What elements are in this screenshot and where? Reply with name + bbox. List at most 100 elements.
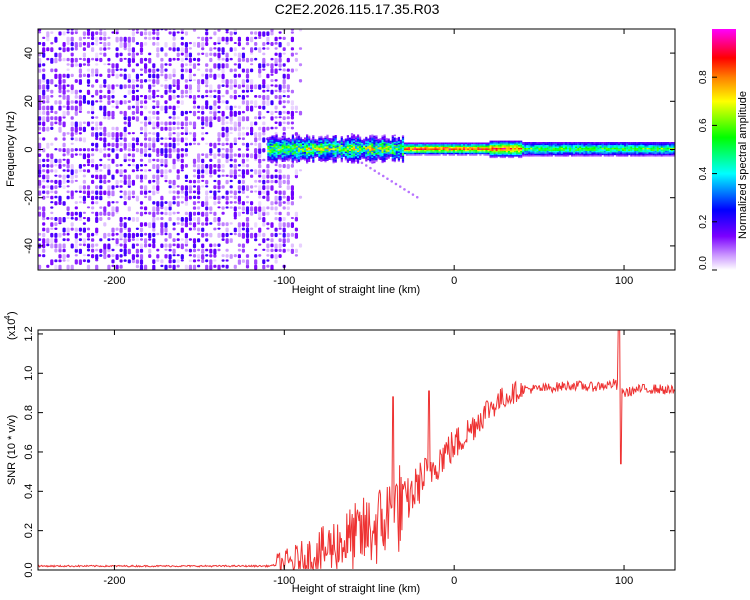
heatmap-cell bbox=[426, 142, 429, 145]
heatmap-cell bbox=[418, 149, 421, 152]
heatmap-cell bbox=[638, 146, 641, 148]
heatmap-cell bbox=[221, 116, 225, 122]
heatmap-cell bbox=[290, 217, 294, 220]
heatmap-cell bbox=[342, 143, 345, 146]
snr-frame bbox=[37, 329, 676, 571]
heatmap-cell bbox=[127, 73, 131, 79]
heatmap-cell bbox=[54, 164, 58, 167]
heatmap-cell bbox=[369, 159, 372, 162]
heatmap-cell bbox=[282, 36, 286, 40]
heatmap-cell bbox=[346, 156, 349, 159]
heatmap-cell bbox=[111, 232, 115, 237]
heatmap-cell bbox=[86, 217, 91, 222]
heatmap-cell bbox=[660, 152, 663, 154]
heatmap-cell bbox=[367, 148, 370, 151]
heatmap-cell bbox=[267, 153, 270, 155]
heatmap-cell bbox=[269, 143, 272, 146]
heatmap-cell bbox=[634, 149, 637, 151]
heatmap-cell bbox=[589, 153, 592, 156]
heatmap-cell bbox=[274, 248, 278, 252]
heatmap-cell bbox=[111, 116, 115, 120]
heatmap-cell bbox=[369, 152, 372, 154]
heatmap-cell bbox=[371, 149, 374, 151]
heatmap-cell bbox=[287, 152, 290, 154]
heatmap-cell bbox=[66, 47, 70, 52]
heatmap-cell bbox=[430, 142, 433, 145]
heatmap-cell bbox=[144, 153, 148, 157]
heatmap-cell bbox=[164, 206, 168, 211]
heatmap-cell bbox=[275, 156, 278, 158]
heatmap-cell bbox=[172, 126, 176, 131]
heatmap-cell bbox=[304, 138, 307, 141]
heatmap-cell bbox=[577, 152, 580, 154]
heatmap-cell bbox=[70, 164, 74, 170]
heatmap-cell bbox=[42, 36, 46, 39]
heatmap-cell bbox=[225, 195, 229, 201]
heatmap-cell bbox=[271, 148, 274, 151]
heatmap-cell bbox=[282, 190, 286, 196]
heatmap-cell bbox=[241, 95, 245, 100]
heatmap-cell bbox=[403, 145, 407, 147]
heatmap-cell bbox=[152, 105, 156, 109]
heatmap-cell bbox=[168, 264, 172, 269]
heatmap-cell bbox=[82, 238, 86, 244]
heatmap-cell bbox=[74, 169, 78, 174]
heatmap-cell bbox=[107, 42, 111, 47]
heatmap-cell bbox=[250, 63, 254, 66]
heatmap-cell bbox=[344, 158, 347, 161]
heatmap-cell bbox=[387, 151, 390, 154]
heatmap-cell bbox=[233, 68, 237, 72]
heatmap-cell bbox=[670, 143, 674, 146]
heatmap-cell bbox=[458, 154, 462, 156]
heatmap-cell bbox=[660, 150, 663, 153]
heatmap-cell bbox=[491, 153, 494, 156]
heatmap-cell bbox=[164, 68, 168, 72]
heatmap-cell bbox=[233, 264, 237, 269]
heatmap-cell bbox=[583, 144, 586, 147]
heatmap-cell bbox=[411, 193, 415, 196]
heatmap-cell bbox=[658, 142, 661, 144]
heatmap-cell bbox=[180, 31, 184, 34]
heatmap-cell bbox=[172, 158, 176, 165]
heatmap-cell bbox=[245, 264, 250, 269]
heatmap-cell bbox=[552, 144, 555, 147]
heatmap-cell bbox=[152, 89, 156, 96]
heatmap-cell bbox=[205, 73, 209, 80]
heatmap-cell bbox=[575, 149, 578, 151]
heatmap-cell bbox=[58, 248, 62, 253]
heatmap-cell bbox=[416, 145, 419, 147]
spectrogram-y-tick-label: 40 bbox=[23, 47, 35, 59]
heatmap-cell bbox=[562, 153, 566, 156]
heatmap-cell bbox=[632, 155, 635, 157]
heatmap-cell bbox=[82, 243, 86, 247]
heatmap-cell bbox=[363, 154, 366, 157]
heatmap-cell bbox=[479, 148, 482, 150]
heatmap-cell bbox=[511, 140, 515, 143]
heatmap-cell bbox=[86, 73, 91, 78]
heatmap-cell bbox=[201, 248, 205, 254]
heatmap-cell bbox=[152, 179, 156, 183]
heatmap-cell bbox=[532, 155, 535, 157]
heatmap-cell bbox=[287, 147, 290, 150]
heatmap-cell bbox=[479, 149, 482, 152]
heatmap-cell bbox=[148, 68, 152, 73]
heatmap-cell bbox=[281, 137, 284, 139]
heatmap-cell bbox=[330, 144, 333, 146]
heatmap-cell bbox=[86, 68, 91, 72]
heatmap-cell bbox=[221, 185, 225, 189]
heatmap-cell bbox=[278, 211, 282, 216]
heatmap-cell bbox=[217, 84, 221, 89]
heatmap-cell bbox=[164, 169, 168, 174]
heatmap-cell bbox=[428, 151, 431, 153]
heatmap-cell bbox=[483, 145, 486, 147]
heatmap-cell bbox=[271, 141, 274, 143]
heatmap-cell bbox=[192, 110, 197, 117]
heatmap-cell bbox=[589, 150, 592, 153]
heatmap-cell bbox=[123, 259, 127, 262]
heatmap-cell bbox=[217, 185, 221, 190]
heatmap-cell bbox=[385, 145, 388, 147]
heatmap-cell bbox=[546, 146, 549, 148]
heatmap-cell bbox=[548, 144, 551, 147]
heatmap-cell bbox=[168, 153, 172, 159]
heatmap-cell bbox=[274, 243, 278, 249]
